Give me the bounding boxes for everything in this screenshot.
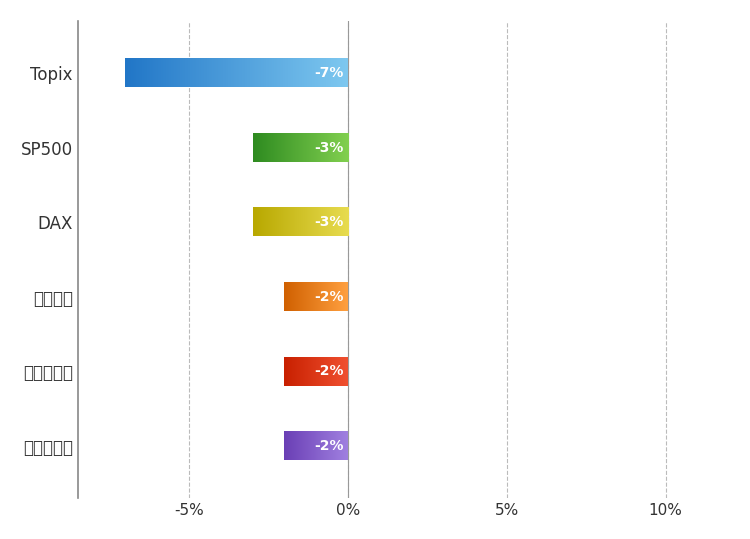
Text: -3%: -3% [315, 141, 344, 155]
Text: -2%: -2% [314, 290, 344, 304]
Text: -3%: -3% [315, 215, 344, 229]
Text: -2%: -2% [314, 364, 344, 378]
Text: -2%: -2% [314, 439, 344, 453]
Text: -7%: -7% [315, 66, 344, 80]
